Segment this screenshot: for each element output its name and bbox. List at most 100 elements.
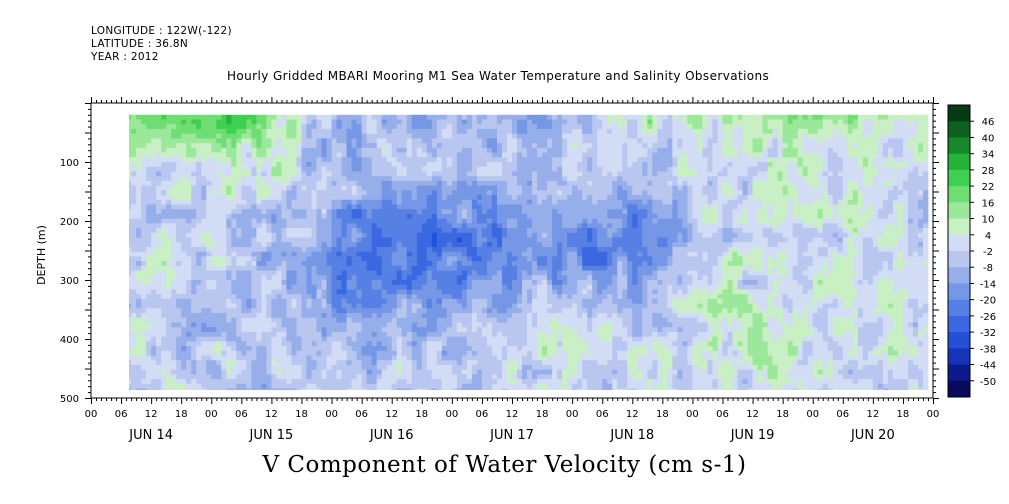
heatmap-cell (446, 355, 453, 361)
heatmap-cell (146, 190, 152, 196)
heatmap-cell (181, 157, 187, 163)
heatmap-cell (276, 114, 282, 120)
heatmap-cell (241, 336, 247, 342)
heatmap-cell (401, 166, 408, 172)
heatmap-cell (391, 364, 398, 371)
heatmap-cell (431, 256, 438, 262)
heatmap-cell (206, 223, 212, 229)
heatmap-cell (476, 147, 483, 153)
heatmap-cell (326, 114, 332, 120)
heatmap-cell (231, 218, 237, 224)
heatmap-cell (131, 261, 137, 267)
heatmap-cell (266, 204, 272, 210)
heatmap-cell (471, 284, 478, 290)
heatmap-cell (231, 251, 237, 257)
heatmap-cell (276, 166, 282, 172)
heatmap-cell (466, 162, 473, 168)
heatmap-cell (176, 218, 182, 224)
heatmap-cell (537, 280, 543, 286)
heatmap-cell (356, 209, 363, 215)
heatmap-cell (201, 313, 207, 319)
heatmap-cell (321, 218, 327, 224)
heatmap-cell (411, 185, 418, 191)
heatmap-cell (129, 223, 132, 229)
heatmap-cell (231, 355, 237, 361)
heatmap-cell (146, 128, 152, 135)
heatmap-cell (396, 119, 403, 125)
heatmap-cell (361, 147, 368, 153)
heatmap-cell (151, 138, 157, 144)
heatmap-cell (226, 143, 232, 149)
heatmap-cell (191, 346, 197, 352)
heatmap-cell (136, 313, 142, 319)
heatmap-cell (276, 261, 282, 267)
heatmap-cell (466, 199, 473, 205)
heatmap-cell (151, 204, 157, 210)
heatmap-cell (512, 138, 518, 144)
heatmap-cell (386, 265, 393, 271)
heatmap-cell (396, 364, 403, 371)
heatmap-cell (381, 171, 388, 177)
heatmap-cell (537, 379, 543, 385)
heatmap-cell (146, 232, 152, 238)
heatmap-cell (501, 133, 508, 139)
heatmap-cell (166, 166, 172, 172)
heatmap-cell (506, 336, 513, 342)
heatmap-cell (512, 374, 518, 380)
heatmap-cell (486, 294, 493, 300)
heatmap-cell (326, 237, 332, 243)
heatmap-cell (251, 138, 257, 144)
heatmap-cell (156, 336, 162, 342)
heatmap-cell (201, 195, 207, 201)
heatmap-cell (251, 147, 257, 153)
heatmap-cell (461, 360, 468, 366)
heatmap-cell (181, 284, 187, 290)
heatmap-cell (386, 270, 393, 276)
heatmap-cell (236, 143, 242, 149)
heatmap-cell (171, 119, 177, 125)
heatmap-cell (371, 331, 378, 338)
heatmap-cell (441, 143, 448, 149)
heatmap-cell (527, 303, 533, 309)
heatmap-cell (291, 246, 297, 253)
heatmap-cell (246, 180, 252, 186)
heatmap-cell (527, 289, 533, 295)
heatmap-cell (461, 289, 468, 295)
heatmap-cell (166, 228, 172, 234)
heatmap-cell (411, 147, 418, 153)
heatmap-cell (486, 157, 493, 163)
heatmap-cell (476, 242, 483, 248)
heatmap-cell (522, 355, 528, 361)
heatmap-cell (517, 327, 523, 333)
heatmap-cell (506, 280, 513, 286)
heatmap-cell (156, 246, 162, 253)
heatmap-cell (532, 383, 538, 389)
heatmap-cell (537, 180, 543, 186)
heatmap-cell (396, 242, 403, 248)
heatmap-cell (136, 374, 142, 380)
heatmap-cell (261, 360, 267, 366)
heatmap-cell (466, 331, 473, 338)
heatmap-cell (491, 171, 498, 177)
heatmap-cell (356, 374, 363, 380)
heatmap-cell (461, 218, 468, 224)
heatmap-cell (496, 176, 503, 182)
heatmap-cell (491, 242, 498, 248)
heatmap-cell (366, 119, 373, 125)
heatmap-cell (321, 138, 327, 144)
heatmap-cell (421, 360, 428, 366)
heatmap-cell (496, 228, 503, 234)
heatmap-cell (331, 289, 337, 295)
heatmap-cell (542, 322, 548, 328)
heatmap-cell (527, 209, 533, 215)
heatmap-cell (456, 152, 463, 158)
heatmap-cell (151, 119, 157, 125)
heatmap-cell (286, 294, 292, 300)
heatmap-cell (271, 114, 277, 120)
heatmap-cell (371, 280, 378, 286)
heatmap-cell (456, 143, 463, 149)
heatmap-cell (441, 331, 448, 338)
heatmap-cell (226, 237, 232, 243)
heatmap-cell (281, 176, 287, 182)
heatmap-cell (376, 228, 383, 234)
